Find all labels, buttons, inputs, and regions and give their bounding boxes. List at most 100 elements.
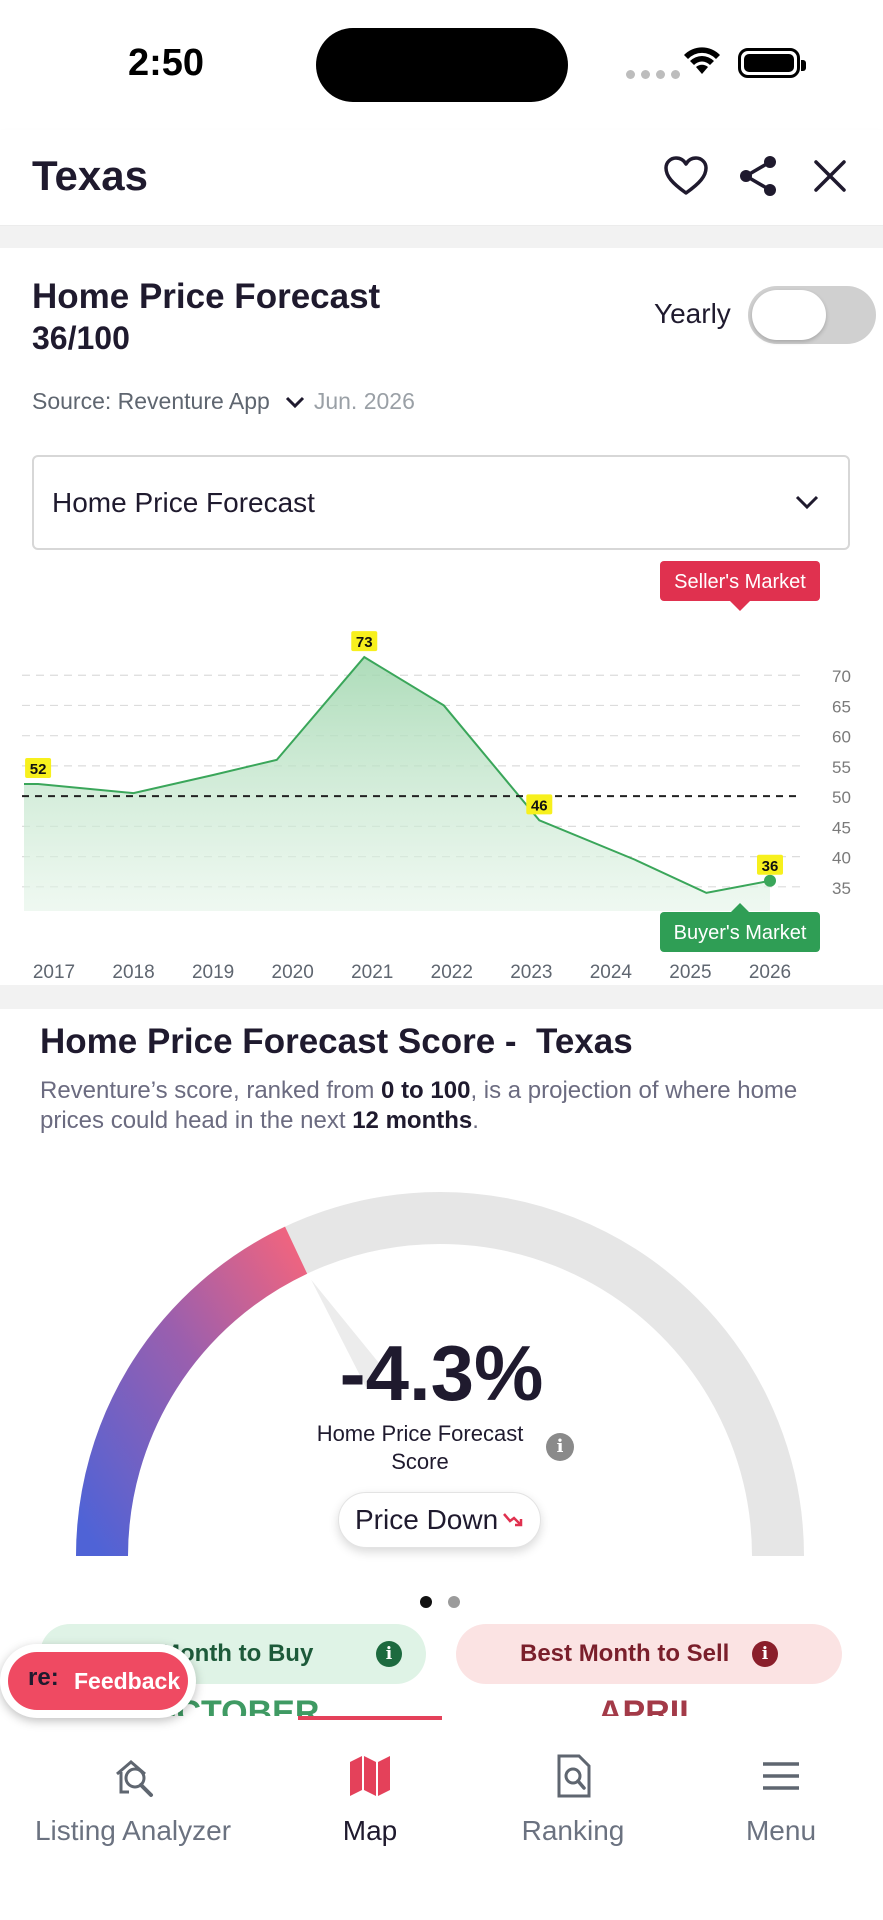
yearly-toggle[interactable]: [748, 286, 876, 344]
y-tick-label: 55: [832, 758, 851, 777]
last-point: [764, 874, 776, 887]
gauge-pointer: [311, 1279, 384, 1388]
battery-icon: [738, 48, 806, 78]
data-label: 46: [531, 797, 548, 814]
gauge-value: -4.3%: [339, 1329, 544, 1417]
x-tick-label: 2026: [749, 962, 791, 983]
top-header: Texas: [0, 130, 883, 226]
tab-label: Menu: [745, 1815, 817, 1846]
price-direction-label: Price Down: [355, 1504, 499, 1535]
y-tick-label: 50: [832, 788, 851, 807]
header-separator: [0, 226, 883, 248]
data-label: 36: [762, 858, 779, 875]
tab-map[interactable]: Map: [318, 1752, 422, 1847]
y-tick-label: 35: [832, 879, 851, 898]
x-tick-label: 2021: [351, 962, 393, 983]
x-tick-label: 2018: [112, 962, 154, 983]
gauge-fill: [76, 1226, 308, 1557]
chart-canvas: 70 65 60 55 50 45 40 35 52 73 46 36 2017 2018 2019 2020…: [22, 561, 851, 983]
y-tick-label: 65: [832, 697, 851, 716]
seller-market-badge: [660, 561, 820, 601]
y-tick-label: 60: [832, 728, 851, 747]
x-tick-label: 2023: [510, 962, 552, 983]
feedback-button-inner: re: Feedback: [8, 1652, 188, 1710]
series-line: [24, 655, 771, 894]
info-icon[interactable]: i: [376, 1641, 402, 1667]
score-title-region: Texas: [536, 1022, 633, 1061]
page-dot[interactable]: [448, 1596, 460, 1608]
score-description: Reventure’s score, ranked from 0 to 100,…: [40, 1076, 860, 1136]
chevron-down-icon: [795, 495, 819, 510]
page-dot-active[interactable]: [420, 1596, 432, 1608]
score-gauge: [76, 1192, 804, 1557]
x-tick-label: 2025: [669, 962, 711, 983]
tab-ranking[interactable]: Ranking: [508, 1752, 638, 1847]
page-indicator: [420, 1596, 460, 1608]
desc-period: 12 months: [352, 1107, 473, 1134]
buyer-market-label: Buyer's Market: [674, 922, 807, 944]
wifi-icon: [684, 47, 720, 74]
bottom-tab-bar: Listing Analyzer Map Ranking Menu: [0, 1716, 883, 1920]
metric-select[interactable]: Home Price Forecast: [32, 455, 850, 550]
status-bar: 2:50: [0, 0, 883, 130]
metric-select-value: Home Price Forecast: [52, 487, 315, 518]
tab-label: Listing Analyzer: [34, 1815, 232, 1846]
buyer-market-pointer: [730, 903, 750, 913]
feedback-label: Feedback: [74, 1668, 181, 1694]
status-time: 2:50: [128, 42, 205, 84]
card-score: 36/100: [32, 320, 130, 356]
close-icon[interactable]: [806, 152, 854, 200]
tab-menu[interactable]: Menu: [728, 1752, 834, 1847]
tab-listing-analyzer[interactable]: Listing Analyzer: [28, 1752, 238, 1847]
info-icon[interactable]: i: [752, 1641, 778, 1667]
forecast-chart: 70 65 60 55 50 45 40 35 52 73 46 36 2017 2018 2019 2020…: [0, 555, 883, 985]
desc-text-3: .: [472, 1107, 479, 1134]
source-row[interactable]: Source: Reventure App Jun. 2026: [32, 388, 415, 415]
x-tick-label: 2022: [431, 962, 473, 983]
data-label-box: [757, 854, 783, 875]
menu-icon: [763, 1762, 799, 1790]
x-tick-label: 2020: [272, 962, 314, 983]
seller-market-label: Seller's Market: [674, 571, 806, 593]
section-divider: [0, 985, 883, 1009]
gauge-label: Home Price Forecast Score: [316, 1421, 524, 1474]
buyer-market-badge: [660, 912, 820, 952]
ranking-icon: [557, 1754, 591, 1798]
y-tick-label: 40: [832, 849, 851, 868]
dynamic-island: [316, 28, 568, 102]
listing-analyzer-icon: [116, 1760, 153, 1797]
desc-text-2: , is a projection of where home prices c…: [40, 1077, 798, 1134]
data-label-box: [25, 758, 52, 779]
favorite-heart-icon[interactable]: [662, 152, 710, 200]
sell-pill-label: Best Month to Sell: [520, 1640, 730, 1667]
price-direction-pill: Price Down: [338, 1492, 542, 1548]
data-label: 52: [30, 761, 47, 778]
map-icon: [350, 1756, 390, 1796]
card-title: Home Price Forecast: [32, 277, 381, 316]
y-tick-label: 45: [832, 818, 851, 837]
feedback-button[interactable]: re: Feedback: [0, 1644, 196, 1718]
best-month-to-sell-pill: Best Month to Sell i: [456, 1624, 842, 1684]
y-tick-label: 70: [832, 667, 851, 686]
tab-label: Map: [342, 1815, 398, 1846]
data-label-box: [526, 794, 553, 815]
signal-icon: [626, 70, 680, 79]
toggle-knob: [752, 290, 826, 340]
desc-text-1: Reventure’s score, ranked from: [40, 1077, 382, 1104]
source-label: Source: Reventure App: [32, 388, 270, 414]
data-label: 73: [356, 634, 373, 651]
yearly-toggle-label: Yearly: [654, 298, 731, 329]
source-date: Jun. 2026: [313, 388, 415, 414]
page-title: Texas: [32, 152, 148, 199]
score-title-prefix: Home Price Forecast Score -: [40, 1022, 527, 1061]
trend-down-icon: [503, 1513, 523, 1527]
data-label-box: [351, 631, 378, 652]
desc-range: 0 to 100: [381, 1077, 471, 1104]
seller-market-pointer: [730, 601, 750, 611]
x-tick-label: 2019: [192, 962, 234, 983]
info-icon[interactable]: i: [546, 1433, 574, 1461]
tab-label: Ranking: [521, 1815, 625, 1846]
chevron-down-icon[interactable]: [284, 394, 306, 410]
share-icon[interactable]: [734, 152, 782, 200]
x-tick-label: 2024: [590, 962, 633, 983]
